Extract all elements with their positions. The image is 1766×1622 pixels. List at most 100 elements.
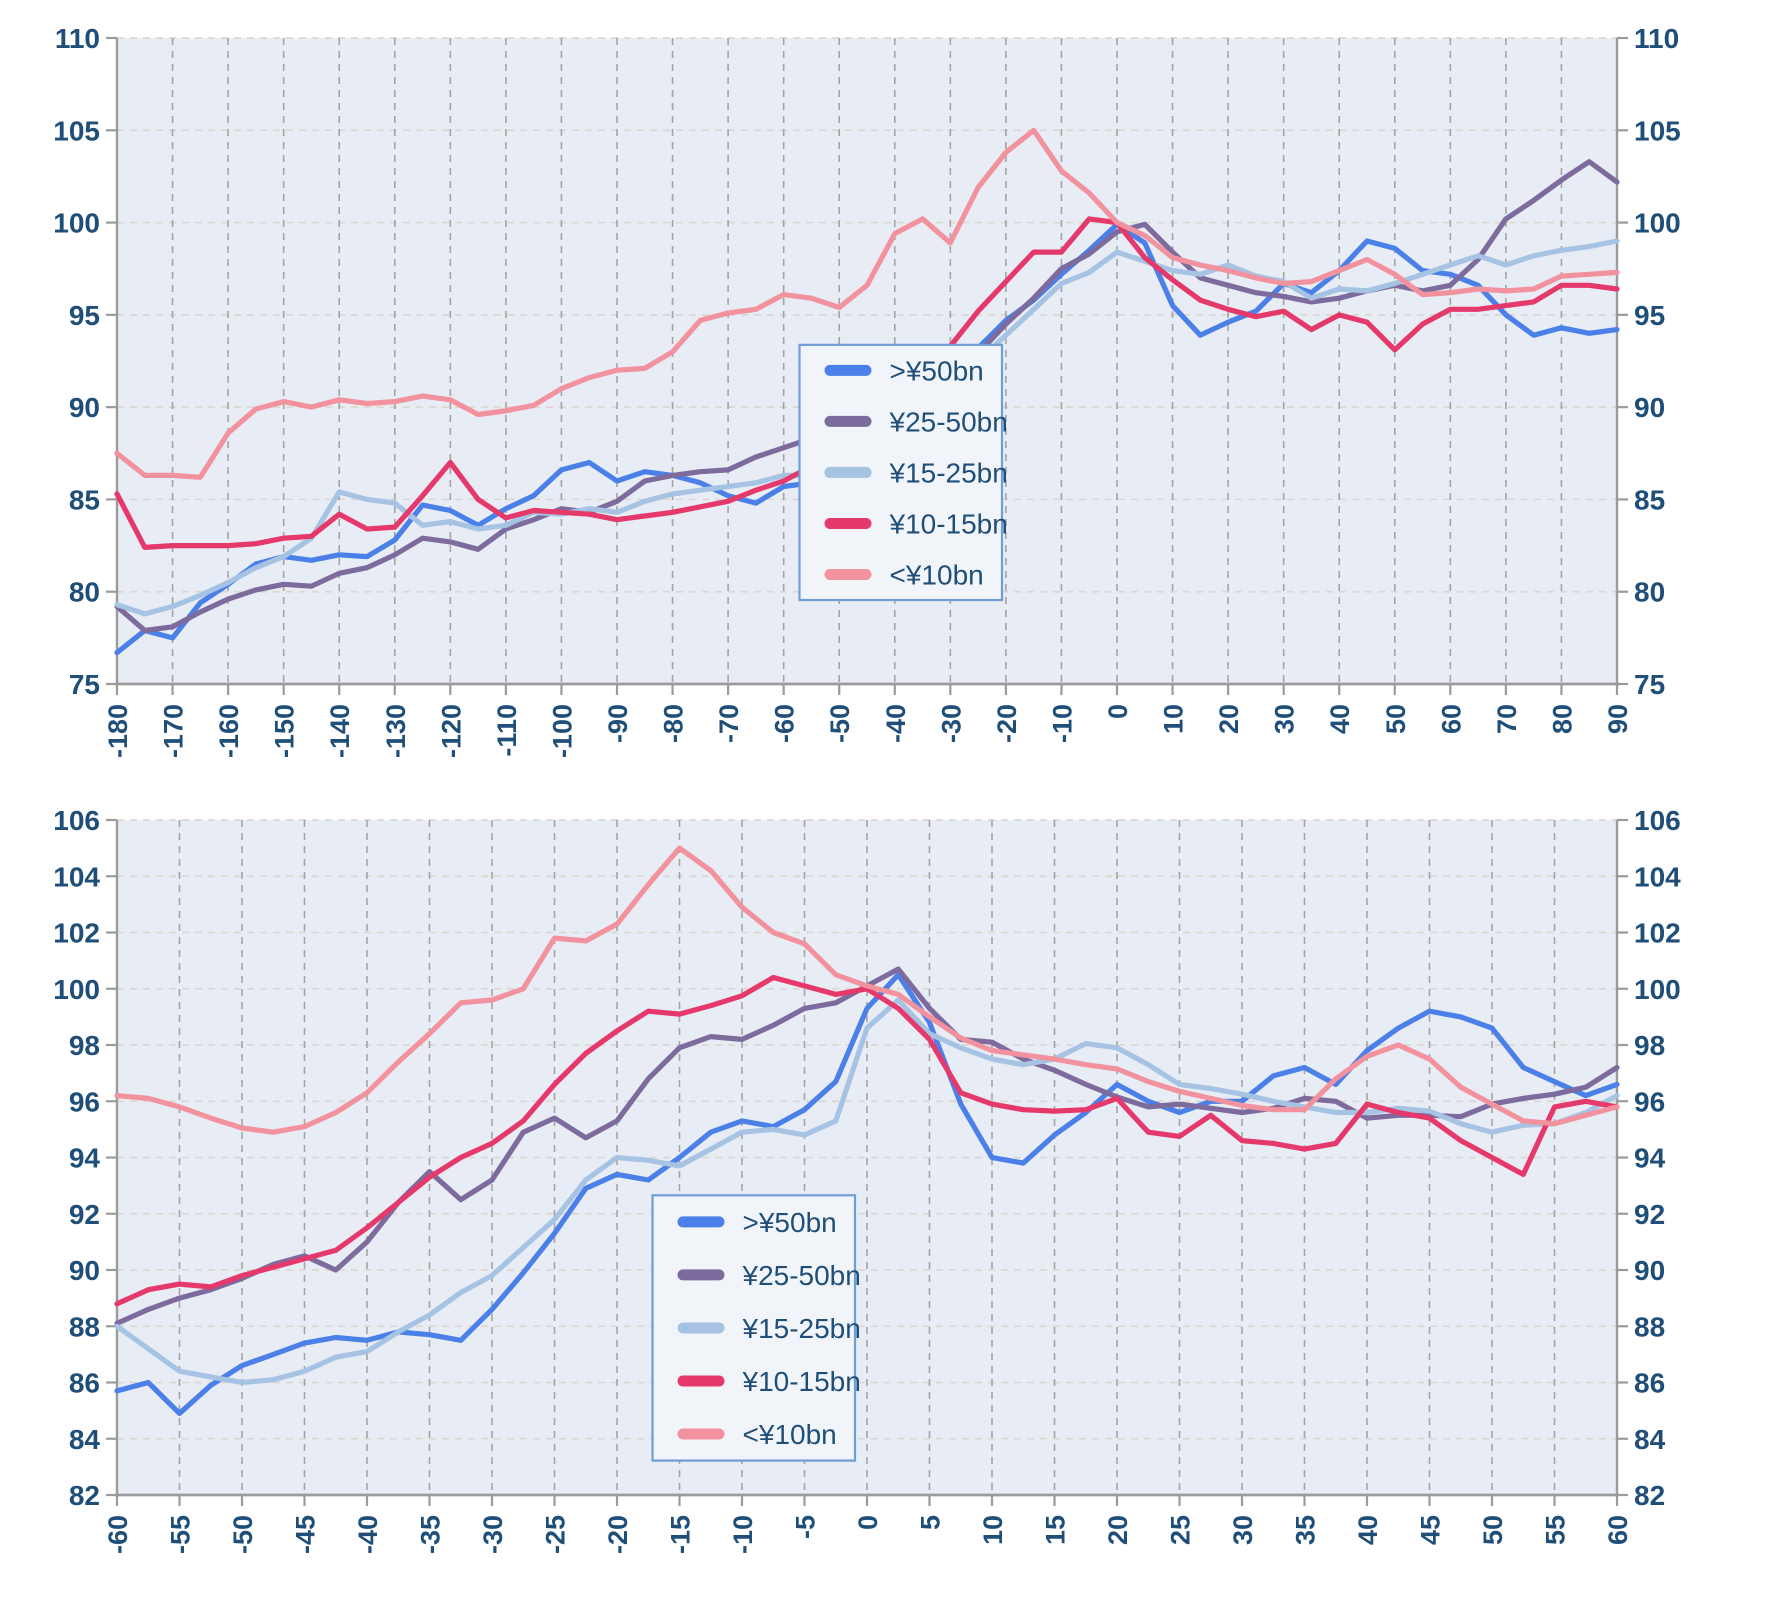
- y-tick-label-right: 84: [1634, 1424, 1666, 1455]
- x-tick-label: -40: [881, 704, 911, 743]
- legend-swatch: [677, 1375, 725, 1387]
- legend-label: ¥25-50bn: [889, 406, 1008, 437]
- y-tick-label-left: 98: [69, 1030, 100, 1061]
- y-tick-label-left: 92: [69, 1199, 100, 1230]
- legend-swatch: [824, 364, 872, 376]
- y-tick-label-right: 110: [1634, 23, 1679, 54]
- x-tick-label: 40: [1353, 1515, 1383, 1545]
- legend-swatch: [824, 569, 872, 581]
- y-tick-label-left: 106: [53, 805, 100, 836]
- y-tick-label-right: 82: [1634, 1480, 1665, 1511]
- y-tick-label-left: 88: [69, 1311, 100, 1342]
- x-tick-label: -80: [659, 704, 689, 743]
- x-tick-label: -60: [770, 704, 800, 743]
- x-tick-label: 0: [1103, 704, 1133, 719]
- x-tick-label: 55: [1541, 1515, 1571, 1545]
- y-tick-label-right: 100: [1634, 974, 1681, 1005]
- x-tick-label: -150: [270, 704, 300, 758]
- y-tick-label-left: 110: [55, 23, 100, 54]
- y-tick-label-left: 100: [53, 208, 100, 239]
- x-tick-label: 60: [1436, 704, 1466, 734]
- series-line-2: [114, 997, 1620, 1386]
- x-tick-label: -25: [541, 1515, 571, 1554]
- x-tick-label: 70: [1492, 704, 1522, 734]
- y-tick-label-left: 94: [69, 1143, 101, 1174]
- y-tick-label-left: 80: [69, 577, 100, 608]
- x-tick-label: -20: [992, 704, 1022, 743]
- x-tick-label: 0: [853, 1515, 883, 1530]
- legend-label: <¥10bn: [890, 560, 984, 591]
- x-tick-label: -50: [825, 704, 855, 743]
- legend-swatch: [824, 517, 872, 529]
- y-tick-label-left: 90: [69, 392, 100, 423]
- x-tick-label: 25: [1166, 1515, 1196, 1545]
- x-tick-label: -180: [103, 704, 133, 758]
- y-tick-label-left: 75: [69, 669, 100, 700]
- x-tick-label: 10: [978, 1515, 1008, 1545]
- y-tick-label-right: 86: [1634, 1368, 1665, 1399]
- y-tick-label-right: 80: [1634, 577, 1665, 608]
- y-tick-label-right: 92: [1634, 1199, 1665, 1230]
- legend-swatch: [824, 466, 872, 478]
- x-tick-label: -5: [791, 1515, 821, 1539]
- y-tick-label-right: 105: [1634, 115, 1681, 146]
- x-tick-label: -45: [291, 1515, 321, 1554]
- x-tick-label: 50: [1381, 704, 1411, 734]
- legend-swatch: [677, 1428, 725, 1440]
- y-tick-label-left: 105: [53, 115, 100, 146]
- x-tick-label: -90: [603, 704, 633, 743]
- x-tick-label: 80: [1547, 704, 1577, 734]
- legend-label: ¥10-15bn: [742, 1366, 861, 1397]
- y-tick-label-left: 82: [69, 1480, 100, 1511]
- x-tick-label: -50: [228, 1515, 258, 1554]
- y-tick-label-right: 94: [1634, 1143, 1666, 1174]
- x-tick-label: -30: [936, 704, 966, 743]
- x-tick-label: -10: [728, 1515, 758, 1554]
- y-tick-label-right: 90: [1634, 392, 1665, 423]
- y-tick-label-left: 84: [69, 1424, 101, 1455]
- x-tick-label: -20: [603, 1515, 633, 1554]
- legend-label: >¥50bn: [743, 1207, 837, 1238]
- legend-label: ¥15-25bn: [889, 457, 1008, 488]
- legend-label: ¥15-25bn: [742, 1313, 861, 1344]
- y-tick-label-left: 95: [69, 300, 100, 331]
- x-tick-label: -60: [103, 1515, 133, 1554]
- x-tick-label: 20: [1214, 704, 1244, 734]
- x-tick-label: 30: [1228, 1515, 1258, 1545]
- legend-label: >¥50bn: [890, 355, 984, 386]
- x-tick-label: -35: [416, 1515, 446, 1554]
- y-tick-label-left: 85: [69, 484, 100, 515]
- x-tick-label: -15: [666, 1515, 696, 1554]
- x-tick-label: -160: [214, 704, 244, 758]
- x-tick-label: -10: [1047, 704, 1077, 743]
- series-line-0: [114, 972, 1620, 1417]
- x-tick-label: 45: [1416, 1515, 1446, 1545]
- y-tick-label-right: 96: [1634, 1086, 1665, 1117]
- x-tick-label: -170: [159, 704, 189, 758]
- legend-swatch: [824, 415, 872, 427]
- y-tick-label-right: 100: [1634, 208, 1681, 239]
- x-tick-label: -110: [492, 704, 522, 757]
- x-tick-label: -100: [547, 704, 577, 758]
- y-tick-label-right: 102: [1634, 918, 1681, 949]
- x-tick-label: -120: [436, 704, 466, 758]
- y-tick-label-left: 90: [69, 1255, 100, 1286]
- y-tick-label-right: 104: [1634, 861, 1681, 892]
- y-tick-label-right: 88: [1634, 1311, 1665, 1342]
- y-tick-label-left: 100: [53, 974, 100, 1005]
- x-tick-label: 90: [1603, 704, 1633, 734]
- series-line-4: [114, 845, 1620, 1135]
- y-tick-label-left: 96: [69, 1086, 100, 1117]
- x-tick-label: 10: [1159, 704, 1189, 734]
- legend-label: <¥10bn: [743, 1419, 837, 1450]
- x-tick-label: -70: [714, 704, 744, 743]
- y-tick-label-right: 75: [1634, 669, 1665, 700]
- series-line-4: [114, 127, 1620, 480]
- y-tick-label-left: 102: [53, 918, 100, 949]
- x-tick-label: 30: [1270, 704, 1300, 734]
- y-tick-label-right: 106: [1634, 805, 1681, 836]
- series-line-3: [114, 974, 1620, 1307]
- x-tick-label: 20: [1103, 1515, 1133, 1545]
